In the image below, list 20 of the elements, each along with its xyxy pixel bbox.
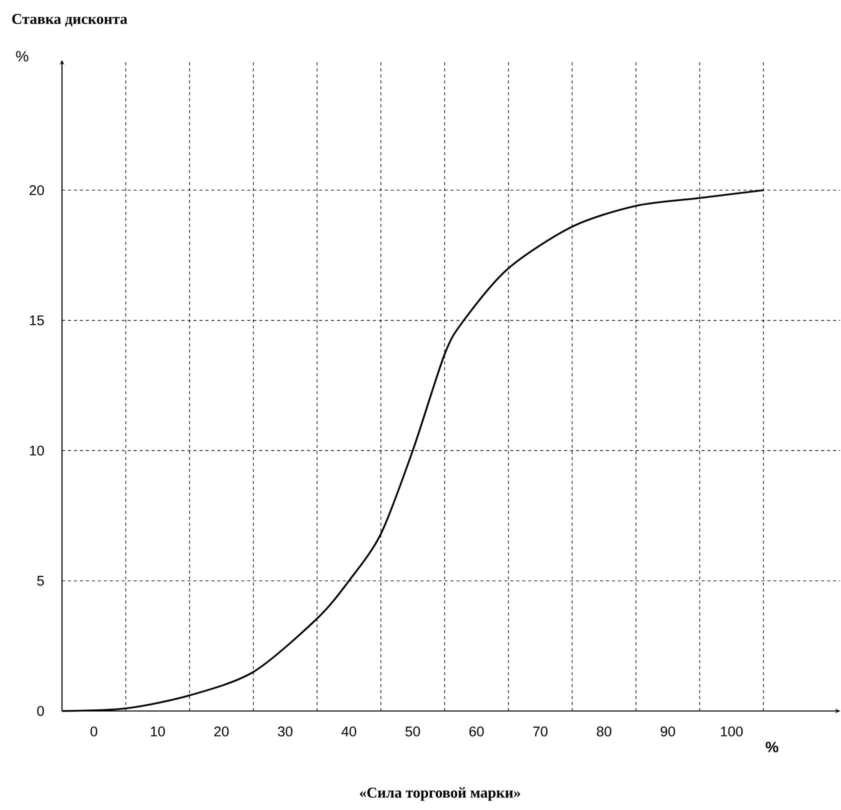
x-tick-label: 20 <box>214 726 229 736</box>
x-tick-label: 0 <box>90 726 98 736</box>
x-tick-label: 80 <box>596 726 612 736</box>
x-axis-title: «Сила торговой марки» <box>360 787 520 801</box>
y-axis-title: Ставка дисконта <box>12 14 128 26</box>
y-tick-label: 5 <box>37 576 44 586</box>
x-tick-label: 50 <box>406 726 420 736</box>
y-tick-label: 10 <box>30 446 44 456</box>
y-tick-label: 20 <box>30 185 44 196</box>
x-tick-label: 70 <box>533 726 548 736</box>
text: % <box>766 742 778 752</box>
x-tick-label: 10 <box>150 726 165 736</box>
y-tick-label: 0 <box>37 706 44 716</box>
x-tick-label: 40 <box>342 726 356 736</box>
text: % <box>16 50 28 62</box>
x-tick-label: 30 <box>278 726 292 736</box>
x-tick-label: 100 <box>720 726 743 736</box>
x-tick-label: 90 <box>660 726 676 736</box>
x-tick-label: 60 <box>469 726 484 736</box>
y-tick-label: 15 <box>30 316 44 326</box>
